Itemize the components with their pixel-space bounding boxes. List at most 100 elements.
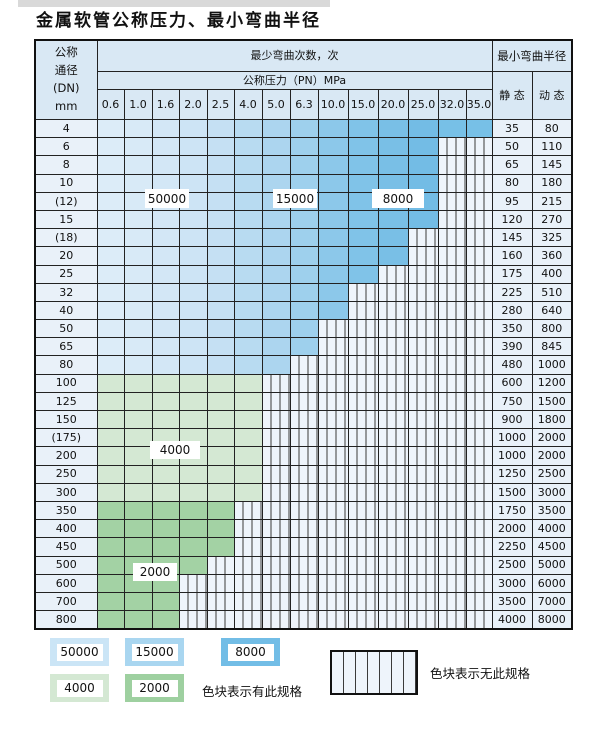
spec-available-cell bbox=[123, 610, 153, 630]
dynamic-radius-cell: 845 bbox=[531, 337, 573, 357]
static-radius-cell: 1000 bbox=[491, 428, 533, 448]
spec-available-cell bbox=[178, 500, 208, 521]
table-row: 125 750 1500 bbox=[34, 391, 573, 412]
spec-available-cell bbox=[377, 246, 409, 266]
spec-available-cell bbox=[151, 519, 180, 539]
spec-unavailable-cell bbox=[377, 337, 409, 357]
spec-available-cell bbox=[233, 337, 263, 357]
pressure-value-header: 35.0 bbox=[465, 89, 493, 120]
spec-unavailable-cell bbox=[407, 264, 439, 284]
spec-unavailable-cell bbox=[437, 500, 467, 521]
spec-available-cell bbox=[347, 118, 379, 139]
spec-unavailable-cell bbox=[407, 573, 439, 593]
spec-available-cell bbox=[151, 264, 180, 284]
spec-available-cell bbox=[233, 446, 263, 466]
legend-swatch-15000-label: 15000 bbox=[131, 643, 178, 661]
spec-unavailable-cell bbox=[178, 591, 208, 612]
spec-available-cell bbox=[289, 264, 319, 284]
spec-available-cell bbox=[289, 228, 319, 248]
table-row: 32 225 510 bbox=[34, 282, 573, 302]
dn-cell: 65 bbox=[34, 337, 98, 357]
spec-available-cell bbox=[233, 246, 263, 266]
dynamic-radius-cell: 145 bbox=[531, 155, 573, 175]
spec-unavailable-cell bbox=[261, 519, 291, 539]
spec-unavailable-cell bbox=[377, 391, 409, 412]
table-row: 400 2000 4000 bbox=[34, 519, 573, 539]
spec-available-cell bbox=[96, 555, 125, 575]
dynamic-radius-cell: 1000 bbox=[531, 355, 573, 375]
spec-available-cell bbox=[96, 173, 125, 193]
spec-available-cell bbox=[317, 155, 349, 175]
cycles-label-4000: 4000 bbox=[150, 441, 200, 459]
spec-available-cell bbox=[123, 591, 153, 612]
spec-available-cell bbox=[206, 391, 235, 412]
legend-swatch-15000: 15000 bbox=[125, 638, 184, 666]
legend-swatch-2000: 2000 bbox=[125, 674, 184, 702]
spec-unavailable-cell bbox=[465, 428, 493, 448]
spec-available-cell bbox=[96, 591, 125, 612]
spec-unavailable-cell bbox=[465, 246, 493, 266]
spec-available-cell bbox=[206, 355, 235, 375]
spec-available-cell bbox=[407, 155, 439, 175]
dynamic-radius-cell: 1500 bbox=[531, 391, 573, 412]
spec-unavailable-cell bbox=[437, 519, 467, 539]
spec-available-cell bbox=[206, 173, 235, 193]
spec-available-cell bbox=[96, 191, 125, 211]
spec-available-cell bbox=[96, 391, 125, 412]
spec-available-cell bbox=[233, 264, 263, 284]
spec-available-cell bbox=[151, 246, 180, 266]
spec-available-cell bbox=[151, 373, 180, 393]
table-row: 150 900 1800 bbox=[34, 409, 573, 430]
spec-available-cell bbox=[151, 228, 180, 248]
spec-unavailable-cell bbox=[437, 173, 467, 193]
spec-unavailable-cell bbox=[347, 537, 379, 557]
spec-available-cell bbox=[178, 537, 208, 557]
table-row: 40 280 640 bbox=[34, 300, 573, 321]
spec-unavailable-cell bbox=[465, 191, 493, 211]
table-row: 450 2250 4500 bbox=[34, 537, 573, 557]
dynamic-radius-cell: 270 bbox=[531, 209, 573, 230]
spec-available-cell bbox=[96, 464, 125, 484]
spec-unavailable-cell bbox=[289, 428, 319, 448]
spec-unavailable-cell bbox=[437, 264, 467, 284]
table-row: 15 120 270 bbox=[34, 209, 573, 230]
spec-available-cell bbox=[233, 319, 263, 339]
spec-available-cell bbox=[261, 246, 291, 266]
spec-unavailable-cell bbox=[347, 428, 379, 448]
static-radius-cell: 4000 bbox=[491, 610, 533, 630]
spec-available-cell bbox=[178, 409, 208, 430]
spec-unavailable-cell bbox=[289, 446, 319, 466]
spec-available-cell bbox=[96, 519, 125, 539]
spec-available-cell bbox=[206, 446, 235, 466]
table-row: (175) 1000 2000 bbox=[34, 428, 573, 448]
table-row: 350 1750 3500 bbox=[34, 500, 573, 521]
spec-unavailable-cell bbox=[347, 464, 379, 484]
spec-available-cell bbox=[317, 282, 349, 302]
legend-no-spec-swatch bbox=[330, 650, 418, 695]
dn-cell: 10 bbox=[34, 173, 98, 193]
dn-cell: 600 bbox=[34, 573, 98, 593]
spec-unavailable-cell bbox=[465, 209, 493, 230]
pressure-value-header: 2.5 bbox=[206, 89, 235, 120]
legend-swatch-4000: 4000 bbox=[50, 674, 109, 702]
table-row: 200 1000 2000 bbox=[34, 446, 573, 466]
spec-unavailable-cell bbox=[407, 446, 439, 466]
spec-available-cell bbox=[178, 555, 208, 575]
table-row: 4 35 80 bbox=[34, 118, 573, 139]
static-radius-cell: 35 bbox=[491, 118, 533, 139]
spec-unavailable-cell bbox=[233, 500, 263, 521]
spec-available-cell bbox=[206, 300, 235, 321]
static-radius-cell: 280 bbox=[491, 300, 533, 321]
spec-unavailable-cell bbox=[289, 409, 319, 430]
spec-unavailable-cell bbox=[437, 319, 467, 339]
static-radius-cell: 2000 bbox=[491, 519, 533, 539]
spec-available-cell bbox=[233, 355, 263, 375]
spec-available-cell bbox=[178, 464, 208, 484]
spec-unavailable-cell bbox=[465, 355, 493, 375]
spec-unavailable-cell bbox=[206, 573, 235, 593]
spec-available-cell bbox=[289, 282, 319, 302]
spec-available-cell bbox=[233, 191, 263, 211]
static-radius-cell: 3000 bbox=[491, 573, 533, 593]
spec-available-cell bbox=[96, 228, 125, 248]
spec-unavailable-cell bbox=[261, 573, 291, 593]
